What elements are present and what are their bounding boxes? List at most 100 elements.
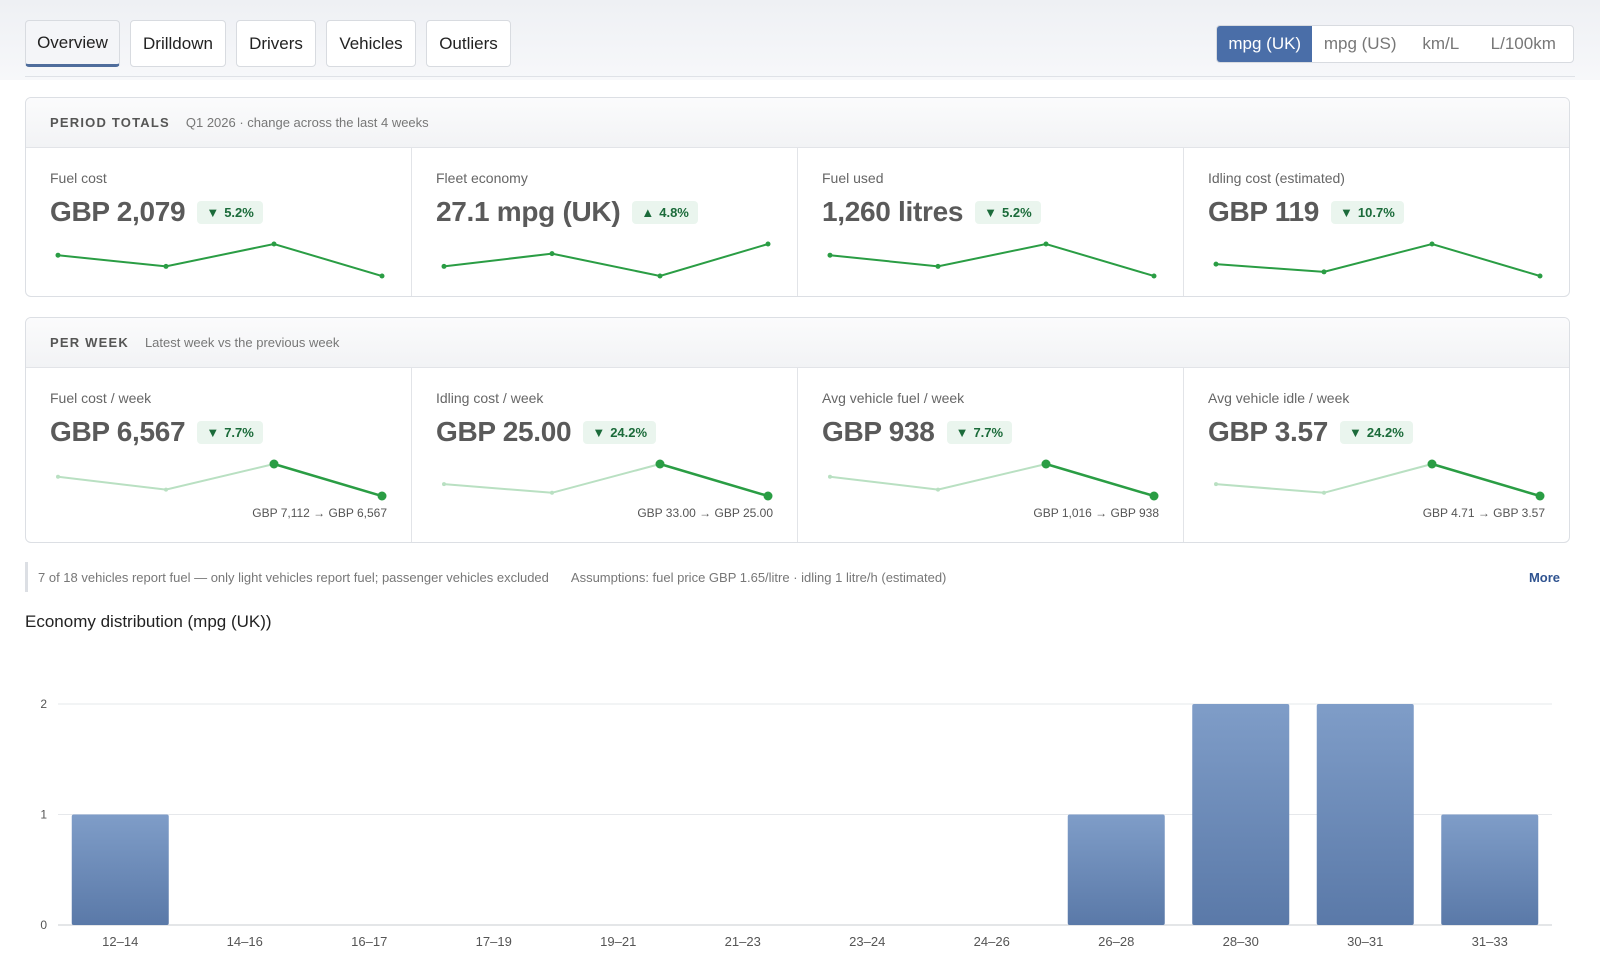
panel-title: PERIOD TOTALS [50, 115, 170, 130]
x-tick-label: 21–23 [725, 934, 761, 949]
sparkline-history-line [57, 463, 275, 491]
x-tick-label: 23–24 [849, 934, 885, 949]
sparkline-point [1043, 241, 1049, 247]
sparkline-latest-week-point [1149, 491, 1159, 501]
trend-arrow-icon: ▼ [206, 204, 220, 220]
y-tick-label: 0 [40, 918, 47, 932]
sparkline [1214, 459, 1545, 501]
kpi-card-fuel-cost-week: Fuel cost / week GBP 6,567 ▼ 7.7% GBP 7,1… [26, 368, 412, 542]
trend-arrow-icon: ▼ [1340, 204, 1353, 220]
unit-km-l-button[interactable]: km/L [1422, 34, 1460, 53]
sparkline-line [829, 242, 1155, 277]
trend-arrow-icon: ▼ [984, 204, 998, 220]
kpi-label: Fleet economy [436, 170, 528, 186]
sparkline-point [549, 251, 555, 257]
sparkline [442, 459, 773, 501]
change-badge: ▼ 24.2% [583, 420, 657, 444]
unit-selector: mpg (UK) mpg (US) km/L L/100km [1216, 25, 1574, 63]
tab-drivers[interactable]: Drivers [236, 20, 316, 67]
sparkline-point [163, 263, 169, 269]
kpi-card-fuel-cost: Fuel cost GBP 2,079 ▼ 5.2% [26, 148, 412, 296]
sparkline-point [1321, 269, 1327, 275]
sparkline-point [1213, 261, 1219, 267]
kpi-label: Fuel used [822, 170, 884, 186]
sparkline-point [164, 487, 168, 492]
comparison-text: GBP 33.00 → GBP 25.00 [637, 506, 773, 520]
x-tick-label: 26–28 [1098, 934, 1134, 949]
sparkline-prev-week-point [269, 459, 279, 469]
unit-mpg-us-button[interactable]: mpg (US) [1323, 34, 1397, 53]
sparkline-prev-week-point [1427, 459, 1437, 469]
sparkline-point [828, 474, 832, 479]
kpi-label: Avg vehicle fuel / week [822, 390, 965, 406]
sparkline [56, 459, 387, 501]
sparkline-latest-line [1045, 462, 1155, 498]
kpi-value: 1,260 litres [822, 196, 964, 227]
panel-subtitle: Q1 2026 · change across the last 4 weeks [185, 115, 429, 130]
more-link[interactable]: More [1528, 569, 1560, 585]
sparkline [441, 241, 771, 279]
sparkline [1213, 241, 1543, 279]
period-totals-panel: PERIOD TOTALS Q1 2026 · change across th… [25, 97, 1570, 297]
x-tick-label: 17–19 [476, 934, 512, 949]
top-divider [25, 76, 1575, 77]
sparkline-history-line [443, 463, 661, 494]
kpi-card-fuel-used: Fuel used 1,260 litres ▼ 5.2% [798, 148, 1184, 296]
change-badge: ▼ 7.7% [946, 420, 1013, 444]
change-badge: ▼ 5.2% [197, 200, 263, 224]
tab-overview[interactable]: Overview [25, 20, 120, 67]
change-badge: ▼ 24.2% [1340, 420, 1413, 444]
unit-mpg-uk-button[interactable]: mpg (UK) [1217, 26, 1313, 62]
tab-vehicles[interactable]: Vehicles [326, 20, 416, 67]
kpi-label: Avg vehicle idle / week [1208, 390, 1350, 406]
kpi-label: Idling cost (estimated) [1208, 170, 1345, 186]
sparkline-point [271, 241, 277, 247]
kpi-value: GBP 3.57 [1208, 416, 1329, 447]
sparkline-history-line [829, 463, 1047, 491]
sparkline-point [935, 263, 941, 269]
trend-arrow-icon: ▼ [206, 424, 220, 440]
x-tick-label: 16–17 [351, 934, 387, 949]
sparkline-point [827, 252, 833, 258]
kpi-label: Fuel cost / week [50, 390, 152, 406]
change-badge: ▼ 10.7% [1331, 200, 1404, 224]
change-badge: ▼ 5.2% [975, 200, 1041, 224]
sparkline-point [1429, 241, 1435, 247]
x-tick-label: 28–30 [1223, 934, 1259, 949]
x-tick-label: 31–33 [1472, 934, 1508, 949]
sparkline-point [657, 273, 663, 279]
panel-header: PER WEEK Latest week vs the previous wee… [26, 318, 1569, 368]
sparkline-latest-line [1431, 462, 1541, 498]
kpi-label: Idling cost / week [436, 390, 544, 406]
sparkline-point [1151, 273, 1157, 279]
kpi-card-idling-cost: Idling cost (estimated) GBP 119 ▼ 10.7% [1184, 148, 1569, 296]
trend-arrow-icon: ▼ [592, 424, 606, 440]
sparkline-point [1537, 273, 1543, 279]
sparkline-latest-week-point [1535, 491, 1545, 501]
kpi-card-idling-cost-week: Idling cost / week GBP 25.00 ▼ 24.2% GBP … [412, 368, 798, 542]
unit-l-100km-button[interactable]: L/100km [1490, 34, 1556, 53]
kpi-value: GBP 938 [822, 416, 935, 447]
sparkline-point [55, 252, 61, 258]
trend-arrow-icon: ▼ [955, 424, 969, 440]
sparkline [55, 241, 385, 279]
tab-drilldown[interactable]: Drilldown [130, 20, 226, 67]
bar [1441, 814, 1539, 925]
economy-distribution-chart: 0 1 2 12–14 14–16 16–17 17–19 19–21 21–23 23–24 24… [40, 697, 1552, 949]
tab-outliers[interactable]: Outliers [426, 20, 511, 67]
comparison-text: GBP 7,112 → GBP 6,567 [252, 506, 387, 520]
trend-arrow-icon: ▲ [641, 204, 655, 220]
change-badge: ▼ 7.7% [197, 420, 263, 444]
data-notes: 7 of 18 vehicles report fuel — only ligh… [25, 562, 1570, 592]
comparison-text: GBP 4.71 → GBP 3.57 [1422, 506, 1545, 520]
assumptions-note: Assumptions: fuel price GBP 1.65/litre ·… [570, 569, 947, 585]
kpi-value: GBP 119 [1208, 196, 1320, 227]
bar [71, 814, 169, 925]
x-tick-label: 12–14 [102, 934, 138, 949]
kpi-value: GBP 2,079 [50, 196, 186, 227]
y-tick-label: 2 [40, 697, 47, 711]
sparkline-line [443, 243, 769, 278]
chart-title: Economy distribution (mpg (UK)) [25, 612, 272, 631]
per-week-panel: PER WEEK Latest week vs the previous wee… [25, 317, 1570, 543]
kpi-card-avg-vehicle-idle-week: Avg vehicle idle / week GBP 3.57 ▼ 24.2% … [1184, 368, 1569, 542]
